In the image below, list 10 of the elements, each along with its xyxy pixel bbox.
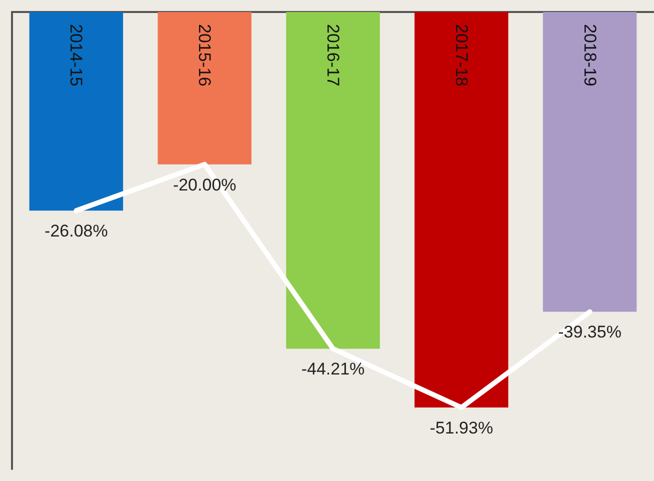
data-label: -44.21% (301, 360, 365, 379)
data-label: -26.08% (44, 222, 108, 241)
x-tick-label: 2016-17 (324, 24, 342, 86)
data-label: -20.00% (172, 175, 236, 194)
x-tick-label: 2015-16 (195, 24, 214, 86)
x-tick-label: 2017-18 (452, 24, 471, 86)
data-label: -51.93% (430, 418, 494, 438)
x-tick-label: 2018-19 (580, 24, 600, 86)
data-label: -39.35% (558, 322, 622, 342)
x-tick-label: 2014-15 (66, 24, 86, 86)
